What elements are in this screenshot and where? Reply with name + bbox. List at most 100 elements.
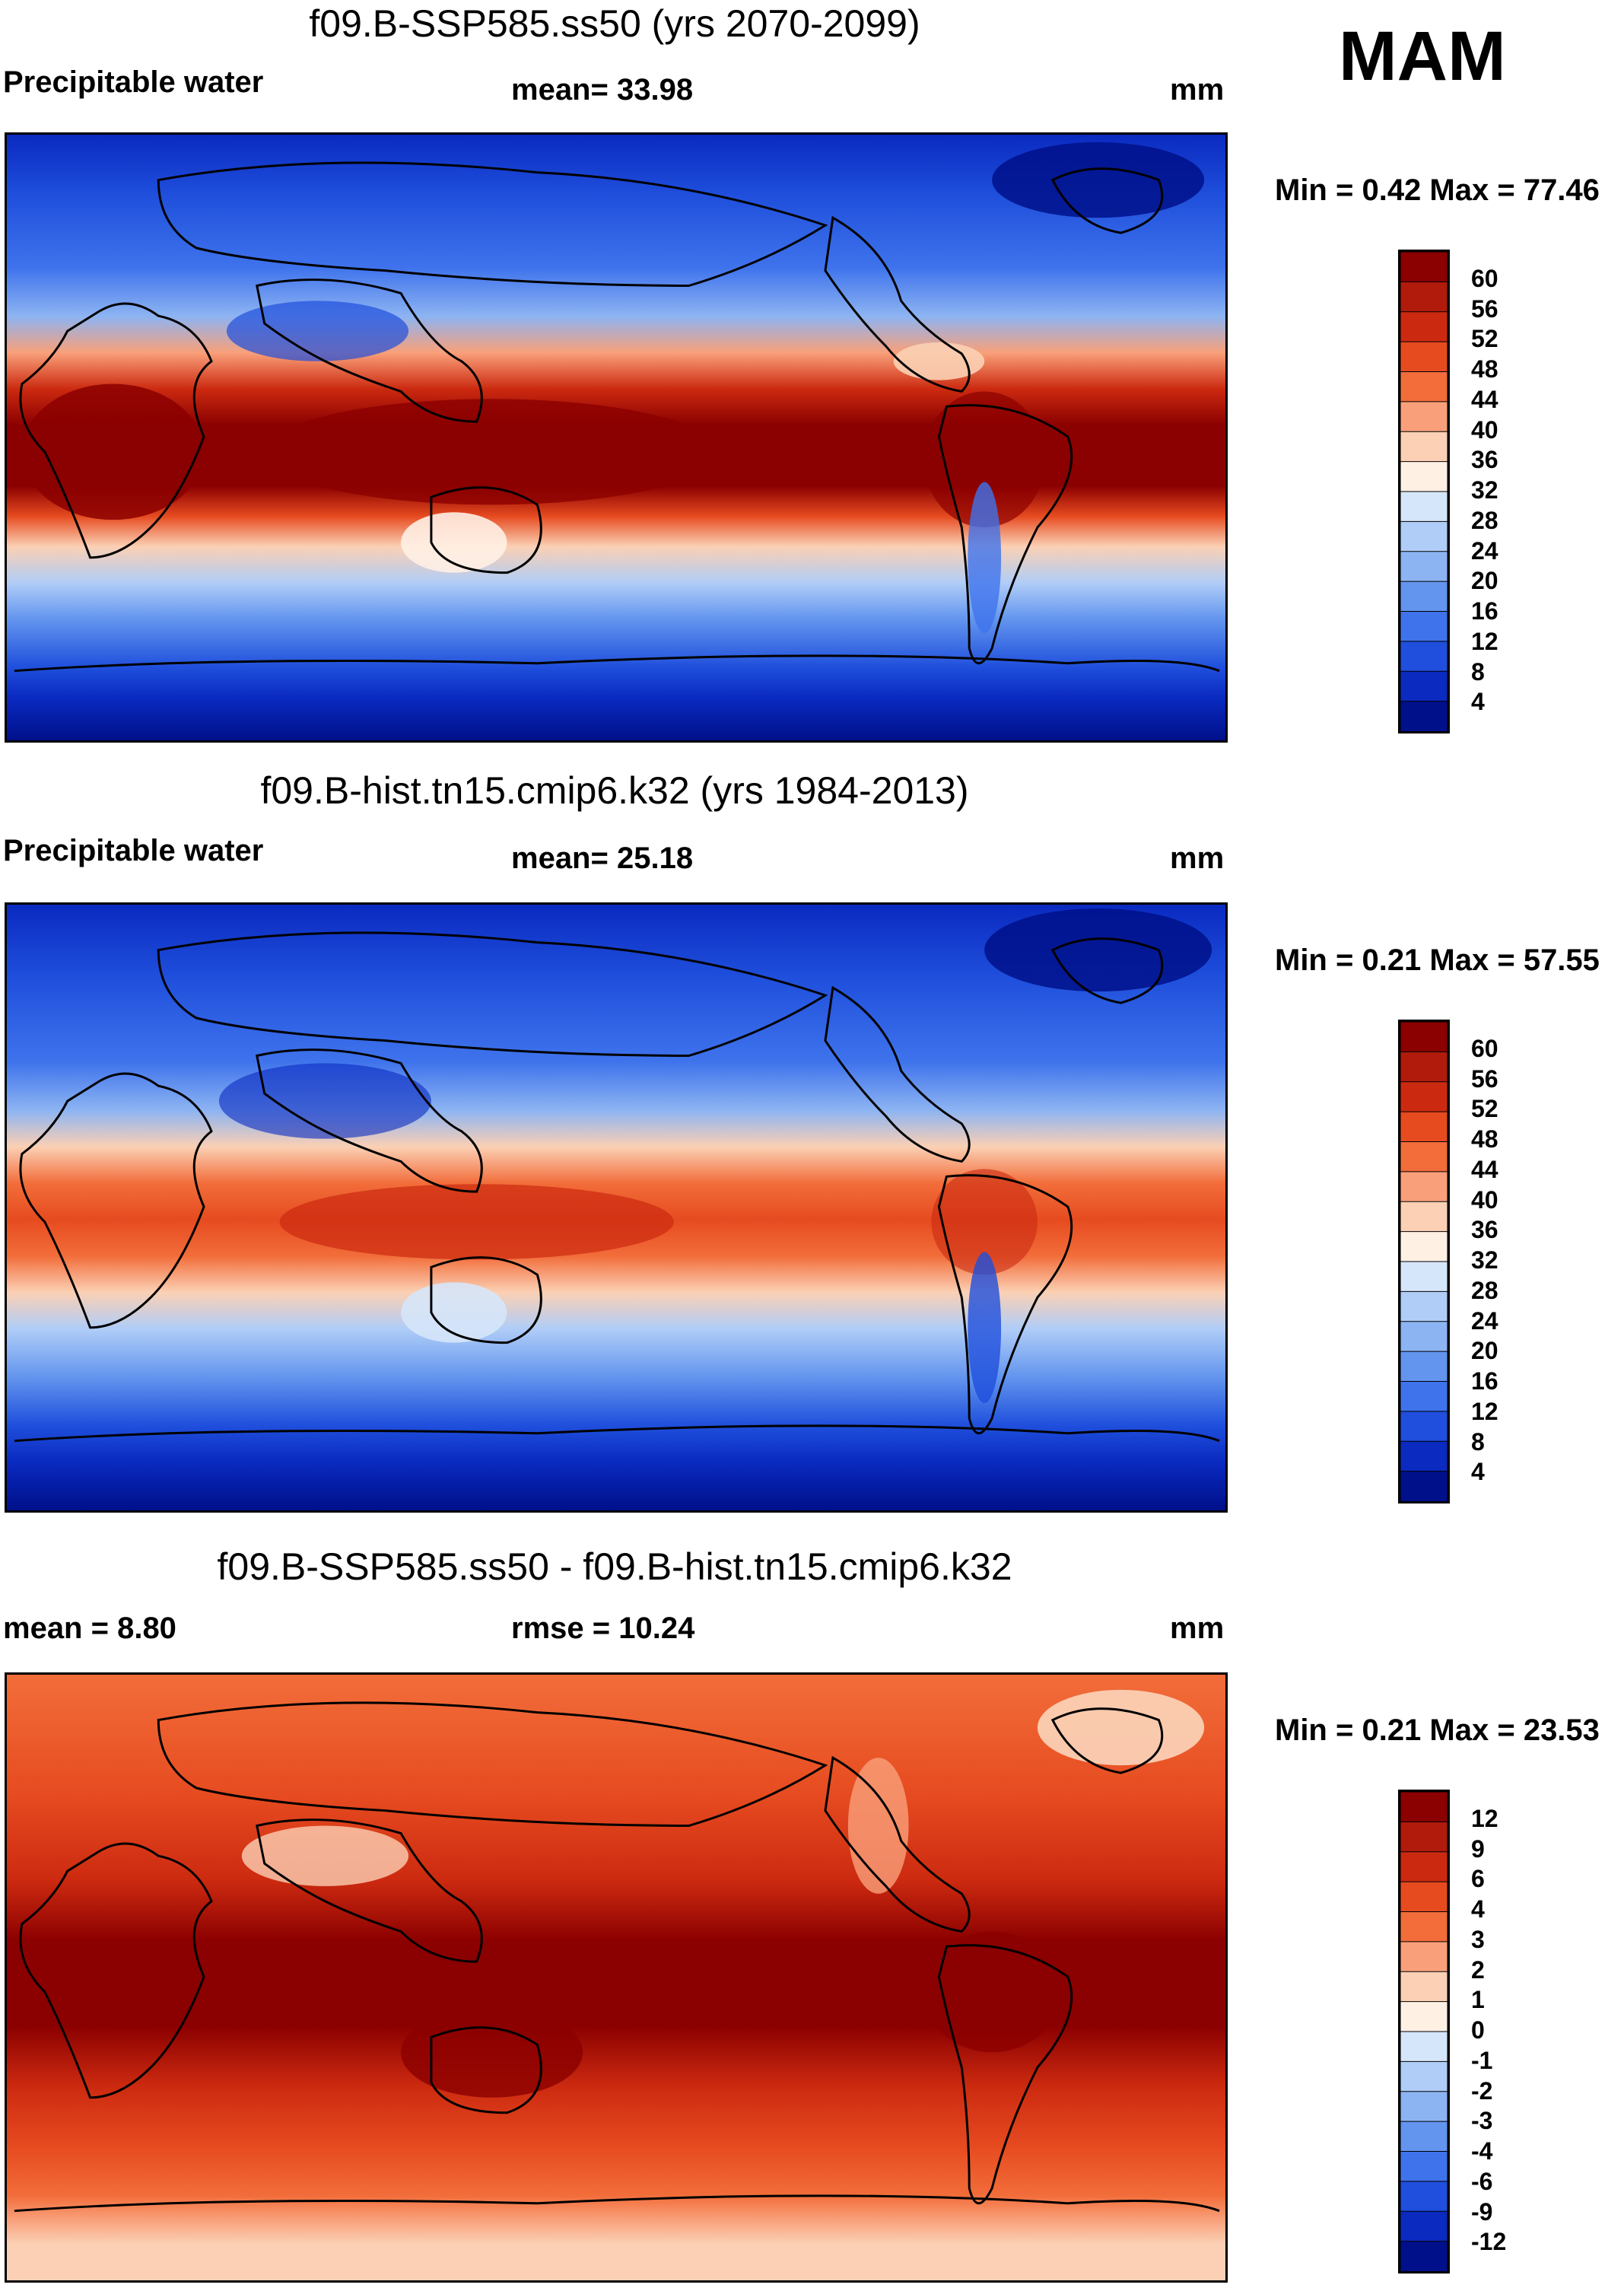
colorbar-tick-label: 36 <box>1471 446 1498 474</box>
colorbar-tick-label: 60 <box>1471 1034 1498 1062</box>
colorbar-swatch <box>1400 281 1448 313</box>
colorbar-swatch <box>1400 371 1448 403</box>
colorbar-tick-label: 8 <box>1471 657 1485 686</box>
units-label: mm <box>1170 1612 1225 1645</box>
colorbar-swatch <box>1400 2001 1448 2032</box>
colorbar-tick-label: 2 <box>1471 1955 1485 1984</box>
colorbar-tick-label: 0 <box>1471 2016 1485 2044</box>
colorbar-tick-label: 8 <box>1471 1427 1485 1456</box>
colorbar-tick-label: 56 <box>1471 294 1498 323</box>
colorbar-swatch <box>1400 1881 1448 1913</box>
min-max-label: Min = 0.21 Max = 23.53 <box>1275 1713 1600 1747</box>
colorbar-tick-label: 12 <box>1471 1397 1498 1425</box>
colorbar-tick-label: 6 <box>1471 1865 1485 1893</box>
colorbar-tick-label: -3 <box>1471 2107 1493 2135</box>
colorbar-swatch <box>1400 1792 1448 1823</box>
colorbar-swatch <box>1400 1022 1448 1053</box>
colorbar <box>1398 1790 1450 2273</box>
colorbar-swatch <box>1400 252 1448 283</box>
colorbar-swatch <box>1400 1381 1448 1412</box>
panel-title: f09.B-SSP585.ss50 (yrs 2070-2099) <box>309 2 920 45</box>
colorbar-tick-label: 16 <box>1471 597 1498 625</box>
colorbar-swatch <box>1400 1440 1448 1472</box>
colorbar-tick-label: 24 <box>1471 1306 1498 1335</box>
units-label: mm <box>1170 842 1225 875</box>
colorbar-swatch <box>1400 461 1448 492</box>
colorbar-swatch <box>1400 431 1448 463</box>
season-label: MAM <box>1339 18 1506 95</box>
colorbar-swatch <box>1400 1201 1448 1233</box>
colorbar-swatch <box>1400 311 1448 343</box>
panel-title: f09.B-SSP585.ss50 - f09.B-hist.tn15.cmip… <box>217 1545 1012 1588</box>
mean-label: mean= 25.18 <box>511 842 694 875</box>
units-label: mm <box>1170 73 1225 107</box>
colorbar-swatch <box>1400 1081 1448 1113</box>
min-max-label: Min = 0.42 Max = 77.46 <box>1275 173 1600 207</box>
colorbar-swatch <box>1400 611 1448 642</box>
colorbar-tick-label: 52 <box>1471 1095 1498 1123</box>
colorbar-swatch <box>1400 1231 1448 1262</box>
colorbar-tick-label: -9 <box>1471 2197 1493 2226</box>
colorbar-swatch <box>1400 401 1448 433</box>
mean-label: mean= 33.98 <box>511 73 694 107</box>
colorbar-tick-label: 36 <box>1471 1216 1498 1244</box>
colorbar-swatch <box>1400 520 1448 552</box>
colorbar-swatch <box>1400 2151 1448 2182</box>
colorbar-tick-label: -1 <box>1471 2046 1493 2074</box>
colorbar-tick-label: 60 <box>1471 264 1498 292</box>
colorbar-swatch <box>1400 1471 1448 1501</box>
colorbar-tick-label: 44 <box>1471 1155 1498 1183</box>
colorbar-tick-label: 9 <box>1471 1834 1485 1863</box>
colorbar-tick-label: 56 <box>1471 1064 1498 1093</box>
colorbar-tick-label: 48 <box>1471 355 1498 383</box>
precip-map-historical <box>5 902 1228 1513</box>
colorbar-swatch <box>1400 2181 1448 2213</box>
colorbar-tick-label: 1 <box>1471 1986 1485 2014</box>
colorbar-tick-label: 20 <box>1471 567 1498 595</box>
panel-title: f09.B-hist.tn15.cmip6.k32 (yrs 1984-2013… <box>260 769 969 812</box>
colorbar-tick-label: 3 <box>1471 1925 1485 1953</box>
colorbar <box>1398 250 1450 733</box>
colorbar-tick-label: -2 <box>1471 2076 1493 2105</box>
variable-label: Precipitable water <box>3 65 264 99</box>
colorbar-tick-label: 4 <box>1471 1895 1485 1923</box>
colorbar-tick-label: -12 <box>1471 2228 1507 2256</box>
colorbar-swatch <box>1400 2091 1448 2123</box>
colorbar-swatch <box>1400 2031 1448 2063</box>
colorbar-swatch <box>1400 1821 1448 1853</box>
colorbar-swatch <box>1400 2241 1448 2271</box>
precip-map-difference <box>5 1672 1228 2283</box>
mean-label: mean = 8.80 <box>3 1612 176 1645</box>
colorbar-swatch <box>1400 341 1448 373</box>
colorbar-tick-label: -6 <box>1471 2167 1493 2195</box>
colorbar-swatch <box>1400 551 1448 583</box>
rmse-label: rmse = 10.24 <box>511 1612 695 1645</box>
colorbar-swatch <box>1400 701 1448 731</box>
colorbar-tick-label: 28 <box>1471 1276 1498 1304</box>
colorbar-swatch <box>1400 670 1448 702</box>
colorbar-tick-label: 40 <box>1471 1185 1498 1214</box>
colorbar-tick-label: -4 <box>1471 2137 1493 2165</box>
colorbar-tick-label: 32 <box>1471 476 1498 504</box>
min-max-label: Min = 0.21 Max = 57.55 <box>1275 943 1600 977</box>
colorbar-swatch <box>1400 2060 1448 2092</box>
colorbar-tick-label: 52 <box>1471 325 1498 353</box>
colorbar-swatch <box>1400 2121 1448 2153</box>
colorbar-swatch <box>1400 1411 1448 1443</box>
colorbar-swatch <box>1400 2210 1448 2242</box>
colorbar-tick-label: 4 <box>1471 688 1485 716</box>
colorbar-swatch <box>1400 1321 1448 1353</box>
colorbar-swatch <box>1400 1351 1448 1383</box>
colorbar-tick-label: 40 <box>1471 415 1498 444</box>
colorbar-tick-label: 12 <box>1471 627 1498 655</box>
colorbar-tick-label: 12 <box>1471 1804 1498 1832</box>
colorbar-swatch <box>1400 491 1448 523</box>
colorbar <box>1398 1020 1450 1503</box>
colorbar-tick-label: 4 <box>1471 1458 1485 1486</box>
colorbar-swatch <box>1400 1971 1448 2003</box>
colorbar-tick-label: 20 <box>1471 1337 1498 1365</box>
colorbar-tick-label: 48 <box>1471 1125 1498 1153</box>
colorbar-swatch <box>1400 1141 1448 1173</box>
colorbar-tick-label: 32 <box>1471 1246 1498 1274</box>
colorbar-swatch <box>1400 1111 1448 1143</box>
